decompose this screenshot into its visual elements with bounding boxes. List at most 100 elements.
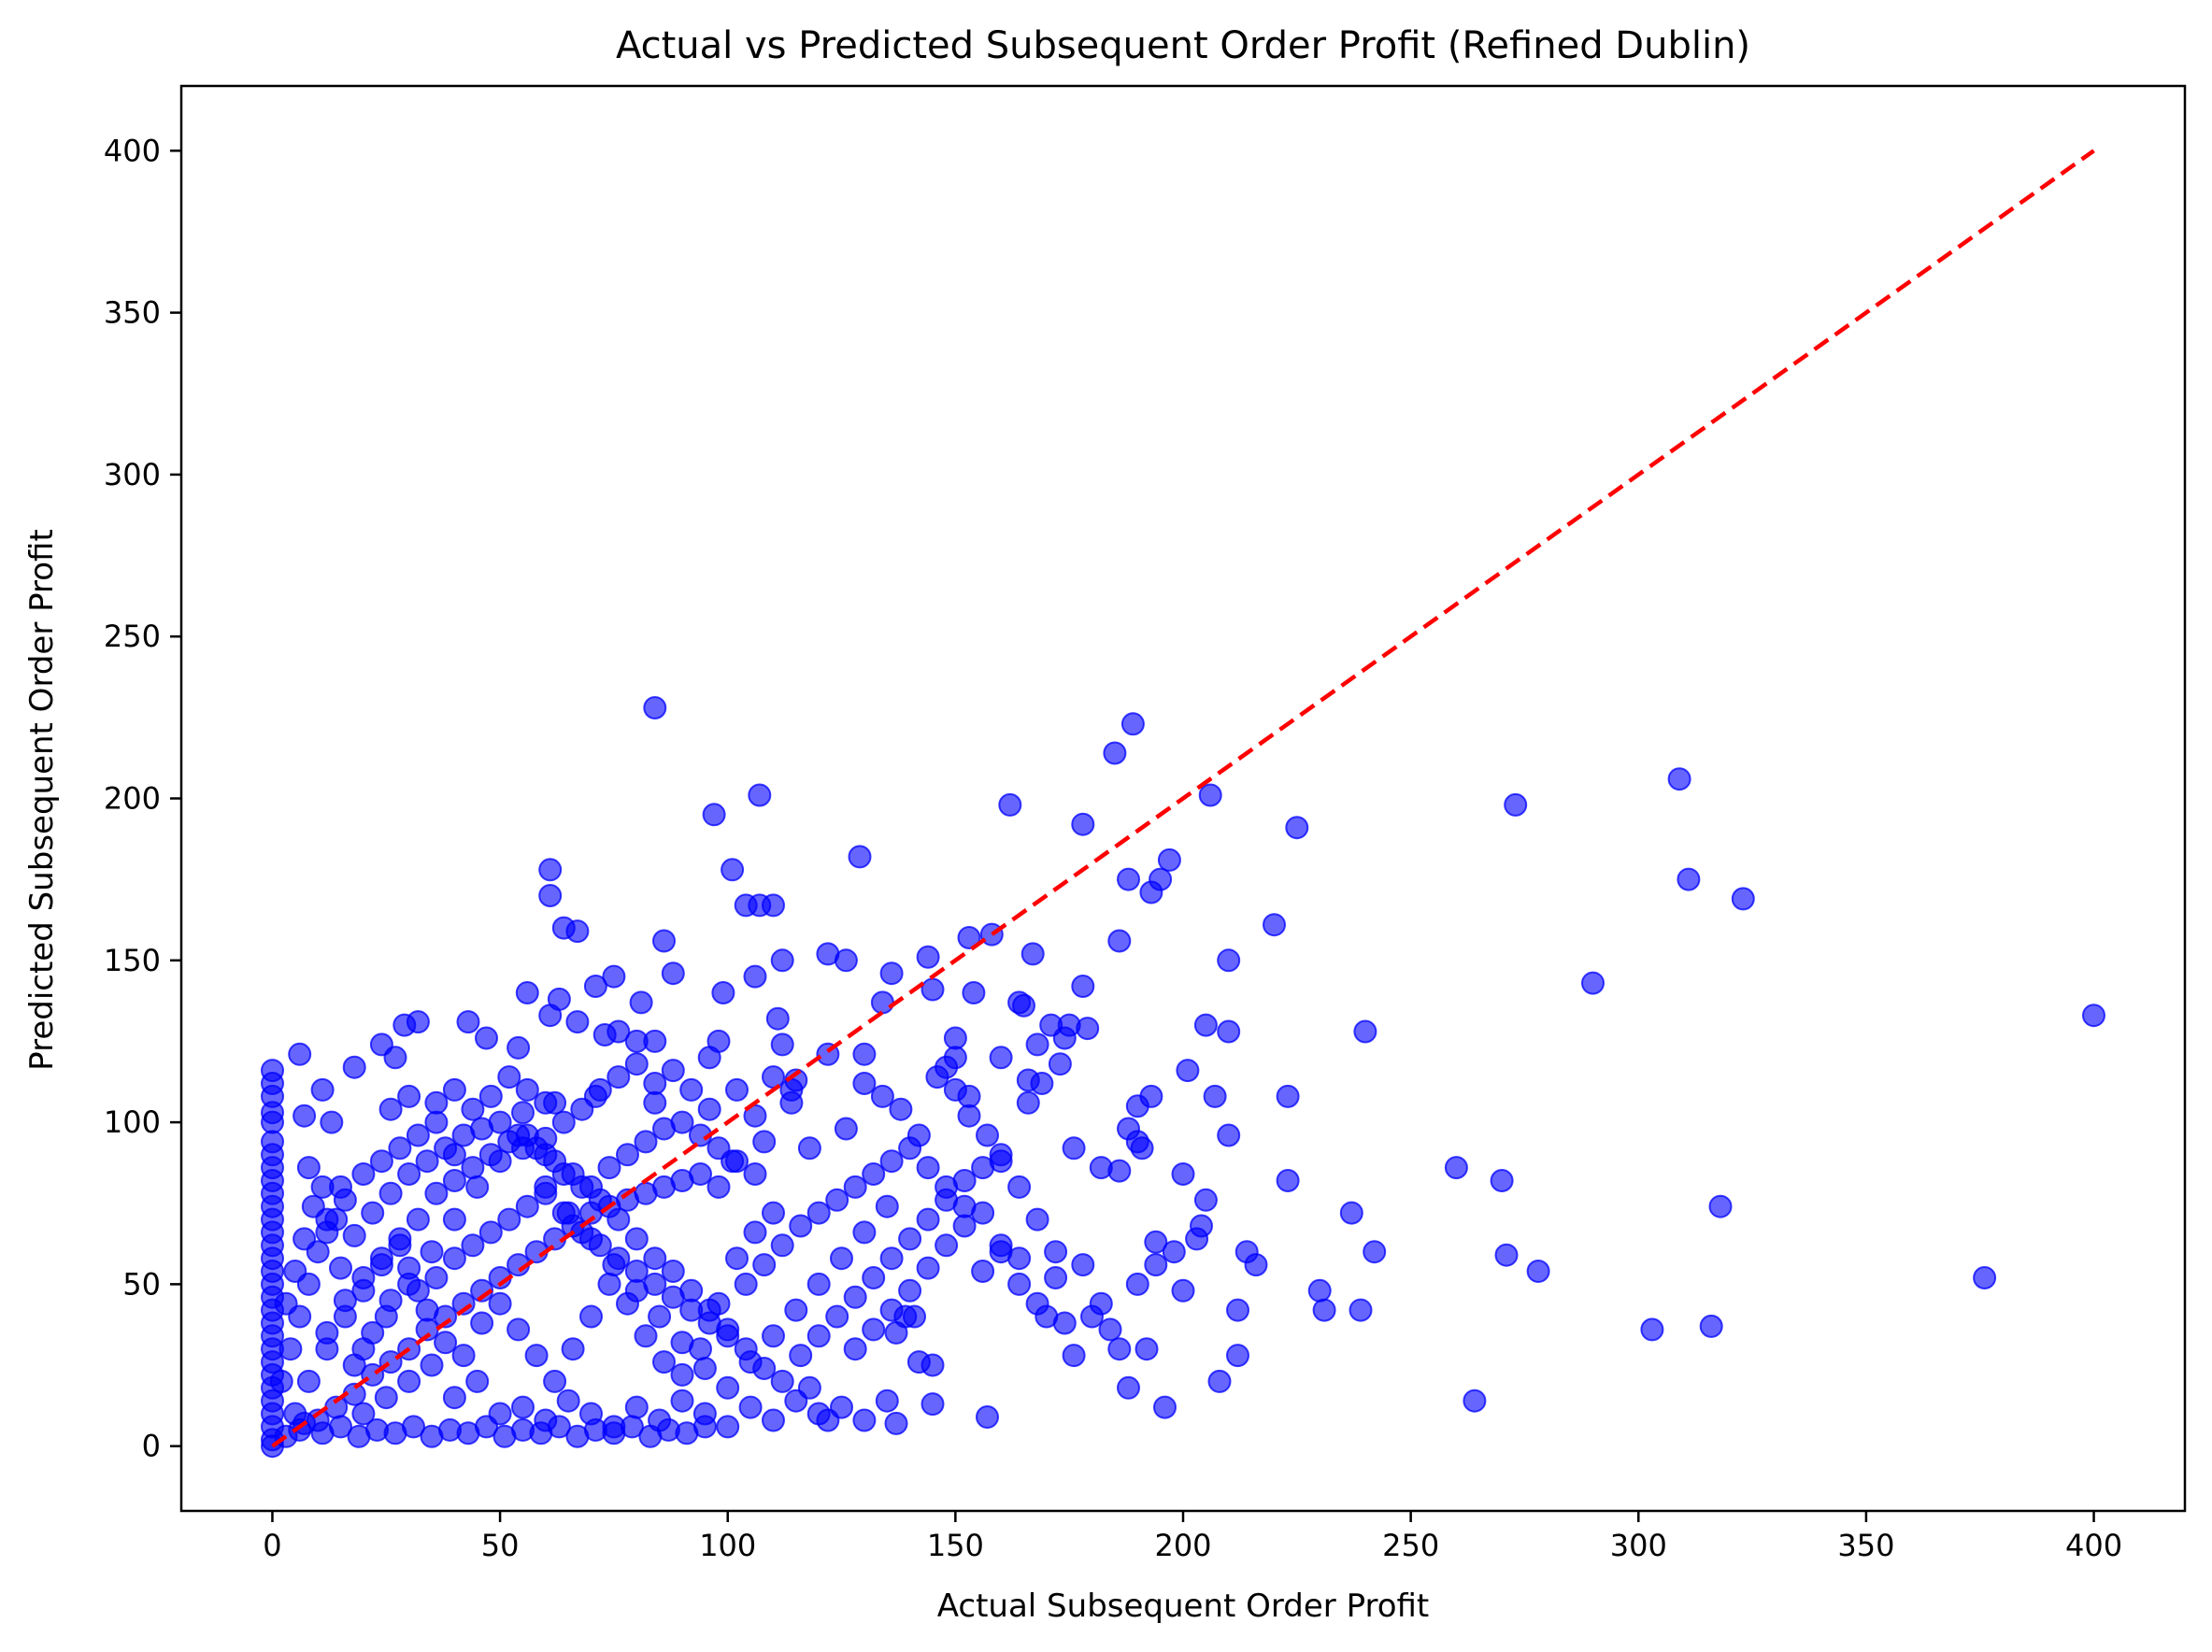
x-tick-label: 350 xyxy=(1837,1528,1894,1563)
data-point xyxy=(843,1337,867,1361)
data-point xyxy=(1353,1019,1377,1044)
data-point xyxy=(470,1311,494,1335)
data-point xyxy=(916,1207,940,1232)
data-point xyxy=(943,1026,967,1050)
data-point xyxy=(1052,1026,1077,1050)
y-tick-label: 150 xyxy=(104,943,161,978)
data-point xyxy=(643,1029,667,1053)
data-point xyxy=(643,1246,667,1271)
data-point xyxy=(397,1256,421,1280)
data-point xyxy=(1171,1162,1195,1186)
y-axis-ticks: 0 50 100 150 200 250 300 350 400 xyxy=(104,133,181,1464)
data-point xyxy=(424,1266,449,1289)
data-point xyxy=(497,1207,521,1232)
data-point xyxy=(957,1104,981,1128)
data-point xyxy=(716,1415,740,1439)
data-point xyxy=(884,1320,908,1345)
data-point xyxy=(442,1246,466,1271)
data-point xyxy=(1120,712,1145,736)
data-point xyxy=(952,1214,977,1238)
data-point xyxy=(1198,783,1222,807)
data-point xyxy=(1044,1266,1068,1289)
y-tick-label: 250 xyxy=(104,619,161,654)
data-point xyxy=(789,1214,813,1238)
data-point xyxy=(848,845,872,869)
data-point xyxy=(1025,1207,1049,1232)
data-point xyxy=(579,1175,603,1199)
data-point xyxy=(1708,1194,1733,1218)
data-point xyxy=(461,1097,485,1121)
y-tick-label: 100 xyxy=(104,1104,161,1140)
data-point xyxy=(616,1143,639,1167)
data-point xyxy=(543,1369,567,1393)
data-point xyxy=(697,1046,721,1070)
data-point xyxy=(706,1175,731,1199)
data-point xyxy=(661,961,685,986)
data-point xyxy=(1307,1278,1332,1303)
data-point xyxy=(475,1026,498,1050)
data-point xyxy=(442,1386,466,1410)
data-point xyxy=(1089,1291,1113,1316)
data-point xyxy=(725,1149,749,1174)
data-point xyxy=(1494,1243,1519,1267)
data-point xyxy=(898,1278,922,1303)
data-point xyxy=(1463,1389,1487,1413)
data-point xyxy=(397,1162,421,1186)
data-point xyxy=(561,1162,585,1186)
data-point xyxy=(702,803,726,827)
data-point xyxy=(1144,1253,1168,1277)
data-point xyxy=(420,1240,444,1264)
data-point xyxy=(607,1246,631,1271)
data-point xyxy=(825,1188,849,1212)
data-point xyxy=(852,1072,877,1095)
data-point xyxy=(762,1408,785,1432)
data-point xyxy=(424,1110,449,1134)
data-point xyxy=(748,893,772,918)
data-point xyxy=(1071,975,1095,998)
data-point xyxy=(551,1201,576,1225)
data-point xyxy=(565,1010,590,1034)
data-point xyxy=(420,1353,444,1377)
data-point xyxy=(697,1097,721,1121)
data-point xyxy=(1125,1094,1149,1118)
data-point xyxy=(534,1090,558,1115)
data-point xyxy=(556,1389,580,1413)
data-point xyxy=(1007,1175,1032,1199)
y-tick-label: 300 xyxy=(104,457,161,492)
data-point xyxy=(903,1304,926,1329)
data-point xyxy=(524,1344,549,1368)
data-point xyxy=(1107,1337,1132,1361)
data-point xyxy=(689,1162,712,1186)
data-point xyxy=(1052,1311,1077,1335)
data-point xyxy=(670,1362,694,1387)
y-tick-label: 400 xyxy=(104,133,161,168)
data-point xyxy=(1285,816,1309,840)
data-point xyxy=(906,1123,931,1147)
data-point xyxy=(1581,971,1605,995)
data-point xyxy=(806,1272,831,1296)
data-point xyxy=(1973,1266,1997,1289)
data-point xyxy=(679,1298,704,1322)
data-point xyxy=(310,1175,335,1199)
data-point xyxy=(1176,1059,1200,1083)
data-point xyxy=(689,1337,712,1361)
data-point xyxy=(602,964,626,989)
data-point xyxy=(1016,1090,1040,1115)
data-point xyxy=(834,1117,858,1141)
data-point xyxy=(488,1291,512,1316)
data-point xyxy=(424,1090,449,1115)
data-point xyxy=(716,1324,740,1348)
data-point xyxy=(1144,1230,1168,1254)
data-point xyxy=(515,1194,539,1218)
data-point xyxy=(770,948,794,973)
data-point xyxy=(497,1065,521,1089)
data-point xyxy=(597,1156,621,1180)
data-point xyxy=(1263,913,1286,937)
data-point xyxy=(830,1246,853,1271)
data-point xyxy=(310,1077,335,1102)
data-point xyxy=(870,990,894,1015)
data-point xyxy=(397,1369,421,1393)
data-point xyxy=(351,1266,376,1289)
data-point xyxy=(943,1077,967,1102)
